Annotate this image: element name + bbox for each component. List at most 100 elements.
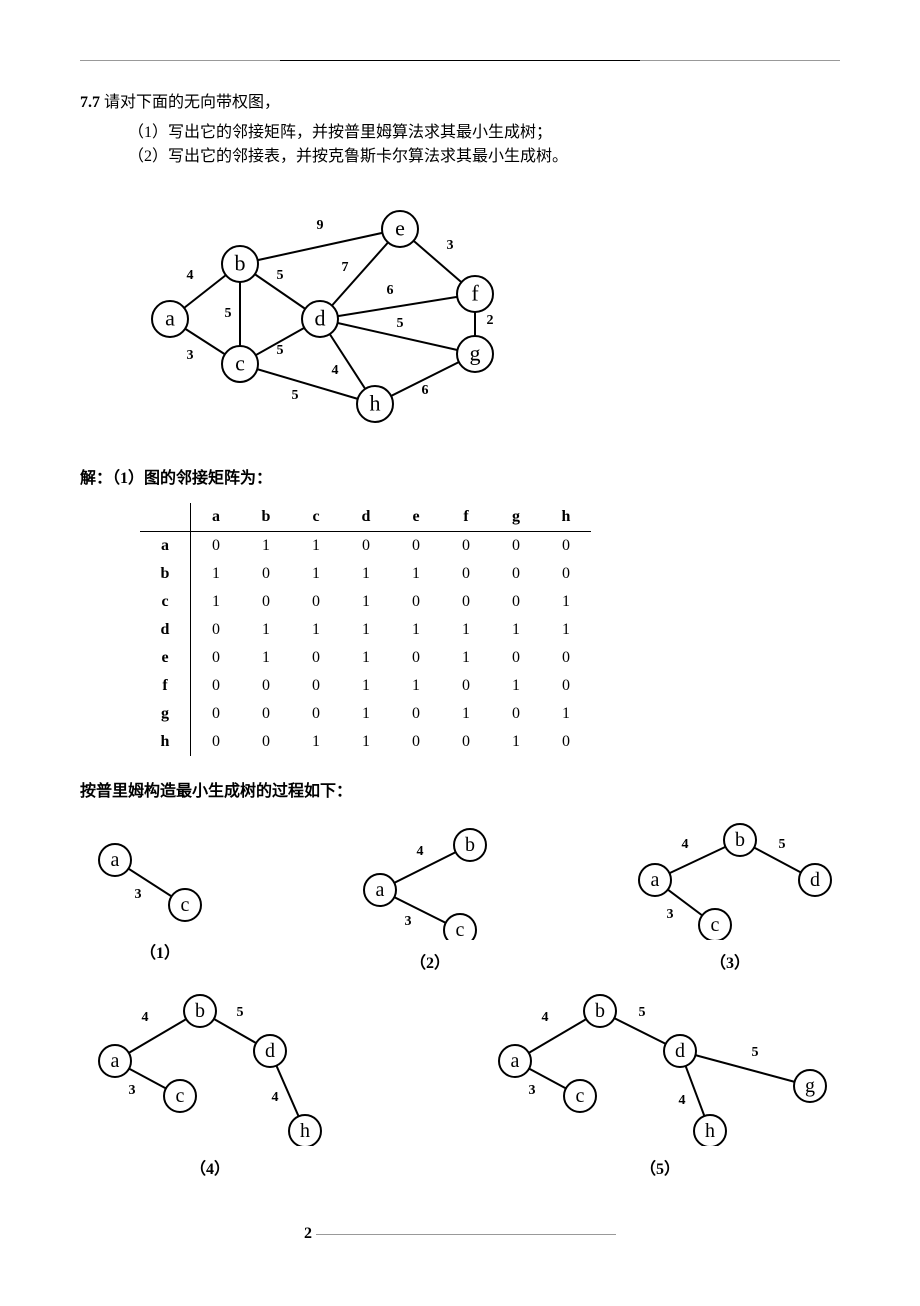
matrix-row-g: g00010101 [140, 700, 591, 728]
prim-step-svg-4: 4354abcdh [80, 986, 340, 1146]
page-footer: 2 [80, 1222, 840, 1246]
edge-weight-b-c: 5 [225, 306, 232, 321]
matrix-col-a: a [191, 503, 242, 532]
matrix-cell-e-h: 0 [541, 644, 591, 672]
node-label-a: a [376, 879, 385, 901]
edge-weight-a-b: 4 [187, 268, 194, 283]
edge-weight-b-d: 5 [277, 268, 284, 283]
matrix-cell-a-g: 0 [491, 532, 541, 561]
matrix-cell-b-g: 0 [491, 560, 541, 588]
node-label-f: f [471, 281, 479, 306]
matrix-cell-b-f: 0 [441, 560, 491, 588]
matrix-cell-c-c: 0 [291, 588, 341, 616]
matrix-cell-a-a: 0 [191, 532, 242, 561]
node-label-c: c [576, 1085, 585, 1107]
matrix-cell-g-e: 0 [391, 700, 441, 728]
matrix-cell-e-a: 0 [191, 644, 242, 672]
matrix-cell-a-b: 1 [241, 532, 291, 561]
matrix-cell-g-c: 0 [291, 700, 341, 728]
matrix-corner [140, 503, 191, 532]
prim-step-4: 4354abcdh（4） [80, 986, 340, 1182]
edge-weight-d-f: 6 [387, 283, 394, 298]
matrix-row-a: a01100000 [140, 532, 591, 561]
node-label-a: a [111, 1050, 120, 1072]
matrix-col-h: h [541, 503, 591, 532]
matrix-cell-b-b: 0 [241, 560, 291, 588]
prim-step-label-5: （5） [480, 1158, 840, 1182]
edge-weight-a-b: 4 [417, 844, 424, 859]
matrix-cell-e-g: 0 [491, 644, 541, 672]
matrix-cell-f-b: 0 [241, 672, 291, 700]
edge-weight-f-g: 2 [487, 313, 494, 328]
edge-weight-b-e: 9 [317, 218, 324, 233]
edge-weight-d-g: 5 [397, 316, 404, 331]
matrix-cell-d-e: 1 [391, 616, 441, 644]
prim-step-svg-1: 3ac [80, 820, 240, 930]
matrix-cell-d-a: 0 [191, 616, 242, 644]
edge-weight-d-e: 7 [342, 260, 349, 275]
matrix-cell-g-g: 0 [491, 700, 541, 728]
node-label-b: b [735, 829, 745, 851]
matrix-cell-b-c: 1 [291, 560, 341, 588]
edge-weight-e-f: 3 [447, 238, 454, 253]
matrix-cell-b-a: 1 [191, 560, 242, 588]
prim-step-5: 43545abcdhg（5） [480, 986, 840, 1182]
node-label-h: h [705, 1120, 715, 1142]
matrix-col-e: e [391, 503, 441, 532]
matrix-row-label-a: a [140, 532, 191, 561]
matrix-row-e: e01010100 [140, 644, 591, 672]
node-label-a: a [651, 869, 660, 891]
matrix-cell-d-b: 1 [241, 616, 291, 644]
edge-d-g [680, 1051, 810, 1086]
matrix-row-label-f: f [140, 672, 191, 700]
prim-step-label-1: （1） [80, 942, 240, 966]
main-graph: 43559557654326abcdefgh [140, 199, 840, 437]
edge-weight-a-c: 3 [187, 348, 194, 363]
answer-heading: 解：（1）图的邻接矩阵为： [80, 467, 840, 491]
matrix-cell-d-d: 1 [341, 616, 391, 644]
edge-weight-a-c: 3 [667, 907, 674, 922]
edge-weight-g-h: 6 [422, 383, 429, 398]
prim-heading: 按普里姆构造最小生成树的过程如下： [80, 780, 840, 804]
node-label-d: d [315, 306, 326, 331]
matrix-col-c: c [291, 503, 341, 532]
matrix-cell-c-f: 0 [441, 588, 491, 616]
question-number: 7.7 [80, 94, 100, 111]
matrix-cell-c-a: 1 [191, 588, 242, 616]
edge-weight-d-h: 4 [272, 1090, 279, 1105]
edge-b-e [240, 229, 400, 264]
matrix-cell-c-g: 0 [491, 588, 541, 616]
matrix-cell-e-f: 1 [441, 644, 491, 672]
prim-step-svg-5: 43545abcdhg [480, 986, 840, 1146]
matrix-cell-h-d: 1 [341, 728, 391, 756]
matrix-row-f: f00011010 [140, 672, 591, 700]
node-label-d: d [810, 869, 820, 891]
node-label-g: g [805, 1075, 815, 1097]
matrix-cell-e-d: 1 [341, 644, 391, 672]
matrix-cell-f-e: 1 [391, 672, 441, 700]
adjacency-matrix: abcdefgh a01100000b10111000c10010001d011… [140, 503, 591, 756]
node-label-c: c [176, 1085, 185, 1107]
matrix-cell-e-c: 0 [291, 644, 341, 672]
matrix-cell-h-e: 0 [391, 728, 441, 756]
matrix-row-label-h: h [140, 728, 191, 756]
matrix-cell-f-a: 0 [191, 672, 242, 700]
matrix-cell-h-c: 1 [291, 728, 341, 756]
matrix-cell-g-a: 0 [191, 700, 242, 728]
matrix-cell-f-f: 0 [441, 672, 491, 700]
prim-row-1: 3ac（1）43abc（2）435abcd（3） [80, 820, 840, 976]
matrix-cell-f-g: 1 [491, 672, 541, 700]
matrix-cell-a-h: 0 [541, 532, 591, 561]
node-label-d: d [265, 1040, 275, 1062]
matrix-cell-g-f: 1 [441, 700, 491, 728]
prim-row-2: 4354abcdh（4）43545abcdhg（5） [80, 986, 840, 1182]
question-sub-1: （1）写出它的邻接矩阵，并按普里姆算法求其最小生成树； [128, 121, 840, 145]
matrix-cell-c-b: 0 [241, 588, 291, 616]
matrix-cell-b-e: 1 [391, 560, 441, 588]
matrix-row-label-g: g [140, 700, 191, 728]
node-label-b: b [235, 251, 246, 276]
prim-step-label-4: （4） [80, 1158, 340, 1182]
node-label-e: e [395, 216, 405, 241]
node-label-a: a [511, 1050, 520, 1072]
matrix-cell-d-f: 1 [441, 616, 491, 644]
